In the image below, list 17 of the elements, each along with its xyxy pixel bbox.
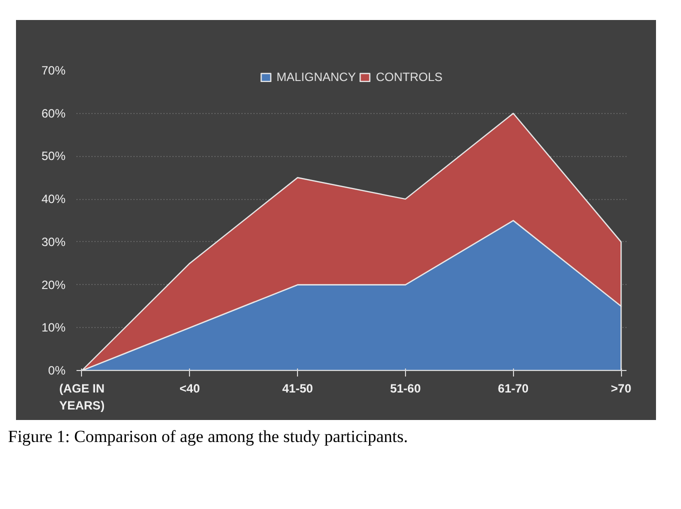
y-tick-label: 10% [41,320,66,335]
legend-label: CONTROLS [376,70,443,84]
x-tick-label: 41-50 [282,382,314,396]
x-tick-label: <40 [180,382,200,396]
x-tick-label: 51-60 [390,382,422,396]
x-tick-label: >70 [610,382,632,396]
y-tick-label: 40% [41,192,66,206]
y-tick-label: 30% [41,234,66,249]
y-tick-label: 0% [48,364,66,378]
caption: Figure 1: Comparison of age among the study participants. [8,426,408,448]
x-tick-label: (AGE IN YEARS) [59,382,105,412]
y-tick-label: 20% [41,278,66,292]
y-tick-label: 70% [41,64,66,78]
x-tick-label: 61-70 [498,382,529,396]
legend-label: MALIGNANCY [276,70,356,84]
y-tick-label: 60% [41,106,66,120]
y-tick-label: 50% [41,149,66,164]
